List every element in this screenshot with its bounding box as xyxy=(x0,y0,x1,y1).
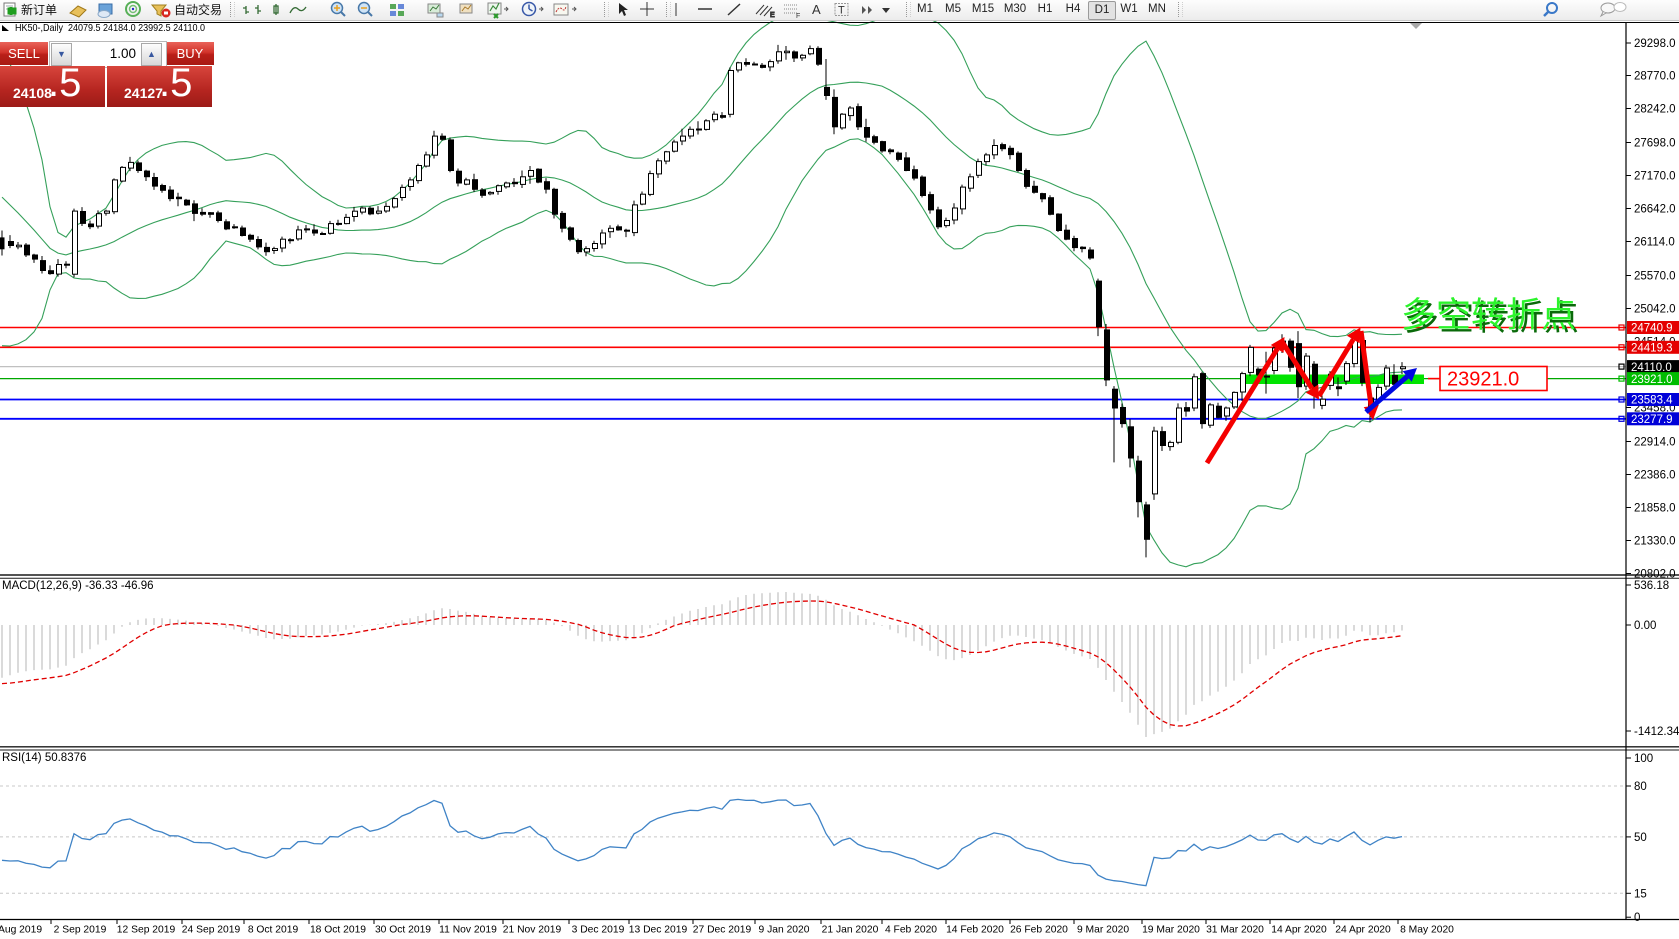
svg-text:28770.0: 28770.0 xyxy=(1634,71,1676,83)
svg-text:31 Mar 2020: 31 Mar 2020 xyxy=(1206,925,1264,936)
svg-text:80: 80 xyxy=(1634,781,1647,793)
svg-text:1 Aug 2019: 1 Aug 2019 xyxy=(0,925,42,936)
svg-text:23277.9: 23277.9 xyxy=(1631,414,1673,426)
svg-text:20802.0: 20802.0 xyxy=(1634,569,1676,581)
svg-text:30 Oct 2019: 30 Oct 2019 xyxy=(375,925,431,936)
svg-text:F: F xyxy=(796,13,800,20)
svg-text:21330.0: 21330.0 xyxy=(1634,536,1676,548)
svg-text:4 Feb 2020: 4 Feb 2020 xyxy=(885,925,937,936)
svg-text:多空转折点: 多空转折点 xyxy=(1401,296,1576,335)
svg-text:0.00: 0.00 xyxy=(1634,620,1656,632)
svg-text:9 Mar 2020: 9 Mar 2020 xyxy=(1077,925,1129,936)
svg-text:25042.0: 25042.0 xyxy=(1634,304,1676,316)
svg-text:18 Oct 2019: 18 Oct 2019 xyxy=(310,925,366,936)
svg-text:23921.0: 23921.0 xyxy=(1631,374,1673,386)
svg-text:19 Mar 2020: 19 Mar 2020 xyxy=(1142,925,1200,936)
svg-text:3 Dec 2019: 3 Dec 2019 xyxy=(572,925,625,936)
svg-text:24 Sep 2019: 24 Sep 2019 xyxy=(182,925,241,936)
svg-text:23921.0: 23921.0 xyxy=(1447,369,1519,391)
svg-text:RSI(14) 50.8376: RSI(14) 50.8376 xyxy=(2,752,86,764)
svg-text:2 Sep 2019: 2 Sep 2019 xyxy=(54,925,107,936)
svg-text:-1412.34: -1412.34 xyxy=(1634,726,1679,738)
svg-text:25570.0: 25570.0 xyxy=(1634,271,1676,283)
svg-text:A: A xyxy=(812,2,821,17)
svg-text:21 Nov 2019: 21 Nov 2019 xyxy=(503,925,562,936)
svg-text:536.18: 536.18 xyxy=(1634,580,1669,592)
svg-text:27 Dec 2019: 27 Dec 2019 xyxy=(693,925,752,936)
svg-text:E: E xyxy=(770,12,775,19)
svg-text:100: 100 xyxy=(1634,753,1653,765)
svg-text:多空转折点: 多空转折点 xyxy=(1404,299,1579,338)
svg-text:24 Apr 2020: 24 Apr 2020 xyxy=(1335,925,1391,936)
svg-text:26642.0: 26642.0 xyxy=(1634,204,1676,216)
svg-text:27698.0: 27698.0 xyxy=(1634,138,1676,150)
svg-text:26114.0: 26114.0 xyxy=(1634,237,1675,249)
svg-text:24110.0: 24110.0 xyxy=(1631,362,1672,374)
svg-text:24419.3: 24419.3 xyxy=(1631,343,1673,355)
svg-text:23583.4: 23583.4 xyxy=(1631,395,1673,407)
svg-text:T: T xyxy=(838,5,845,17)
svg-text:MACD(12,26,9) -36.33 -46.96: MACD(12,26,9) -36.33 -46.96 xyxy=(2,580,154,592)
svg-text:24740.9: 24740.9 xyxy=(1631,323,1673,335)
svg-text:14 Feb 2020: 14 Feb 2020 xyxy=(946,925,1004,936)
svg-text:8 May 2020: 8 May 2020 xyxy=(1400,925,1454,936)
svg-text:8 Oct 2019: 8 Oct 2019 xyxy=(248,925,299,936)
svg-text:0: 0 xyxy=(1634,912,1640,924)
svg-text:22386.0: 22386.0 xyxy=(1634,470,1676,482)
svg-text:26 Feb 2020: 26 Feb 2020 xyxy=(1010,925,1068,936)
svg-text:12 Sep 2019: 12 Sep 2019 xyxy=(117,925,176,936)
svg-text:13 Dec 2019: 13 Dec 2019 xyxy=(629,925,688,936)
svg-text:28242.0: 28242.0 xyxy=(1634,104,1676,116)
svg-text:22914.0: 22914.0 xyxy=(1634,437,1676,449)
svg-text:29298.0: 29298.0 xyxy=(1634,38,1676,50)
svg-text:15: 15 xyxy=(1634,888,1647,900)
svg-text:9 Jan 2020: 9 Jan 2020 xyxy=(759,925,810,936)
svg-text:21 Jan 2020: 21 Jan 2020 xyxy=(822,925,879,936)
svg-text:14 Apr 2020: 14 Apr 2020 xyxy=(1271,925,1327,936)
svg-text:50: 50 xyxy=(1634,832,1647,844)
svg-text:11 Nov 2019: 11 Nov 2019 xyxy=(439,925,497,936)
svg-text:27170.0: 27170.0 xyxy=(1634,171,1676,183)
svg-text:HK50-,Daily 24079.5 24184.0 2: HK50-,Daily 24079.5 24184.0 23992.5 2411… xyxy=(15,22,205,34)
svg-text:21858.0: 21858.0 xyxy=(1634,503,1676,515)
